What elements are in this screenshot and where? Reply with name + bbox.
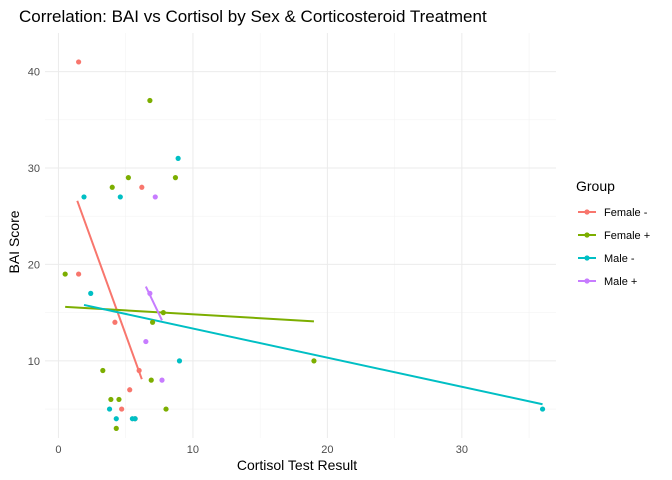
data-point xyxy=(108,396,114,403)
y-axis-tick-labels: 10 20 30 40 xyxy=(28,67,40,368)
data-point xyxy=(149,319,156,325)
legend-key-point xyxy=(584,255,590,261)
data-point xyxy=(88,290,94,296)
legend-title: Group xyxy=(576,178,615,194)
data-point xyxy=(116,396,122,403)
legend: Group Female - Female + Male - Male + xyxy=(576,178,650,288)
legend-label: Female + xyxy=(604,230,650,242)
fit-line xyxy=(83,303,543,406)
x-tick-label: 20 xyxy=(321,444,333,456)
x-axis-tick-labels: 0 10 20 30 xyxy=(55,444,468,456)
data-point xyxy=(62,271,68,277)
x-tick-label: 10 xyxy=(187,444,199,456)
fit-line xyxy=(76,200,143,380)
legend-item: Male + xyxy=(578,276,637,288)
data-point xyxy=(127,387,133,393)
data-point xyxy=(100,367,106,374)
data-point xyxy=(76,271,82,277)
y-tick-label: 30 xyxy=(28,163,40,175)
legend-key-point xyxy=(584,232,590,238)
data-point xyxy=(176,358,183,364)
legend-items: Female - Female + Male - Male + xyxy=(578,207,650,288)
data-point xyxy=(125,175,131,181)
data-point xyxy=(539,406,546,412)
data-point xyxy=(119,406,125,412)
data-point xyxy=(113,425,119,431)
data-points xyxy=(62,59,546,431)
minor-gridlines xyxy=(45,33,556,438)
y-tick-label: 20 xyxy=(28,259,40,271)
y-tick-label: 40 xyxy=(28,67,40,79)
y-tick-label: 10 xyxy=(28,356,40,368)
data-point xyxy=(148,377,154,383)
data-point xyxy=(175,155,181,161)
legend-label: Male + xyxy=(604,276,637,288)
data-point xyxy=(112,319,118,325)
x-axis-title: Cortisol Test Result xyxy=(237,457,357,473)
data-point xyxy=(132,416,138,422)
data-point xyxy=(81,194,87,200)
data-point xyxy=(109,184,115,190)
data-point xyxy=(139,184,145,190)
data-point xyxy=(311,358,317,364)
chart-title: Correlation: BAI vs Cortisol by Sex & Co… xyxy=(19,7,487,26)
data-point xyxy=(136,367,142,374)
x-tick-label: 0 xyxy=(55,444,61,456)
data-point xyxy=(106,406,113,412)
data-point xyxy=(147,290,153,296)
data-point xyxy=(143,338,149,345)
legend-key-point xyxy=(584,278,590,284)
major-gridlines xyxy=(45,33,556,438)
y-axis-title: BAI Score xyxy=(6,210,22,273)
data-point xyxy=(117,194,123,200)
legend-item: Female + xyxy=(578,230,650,242)
legend-item: Female - xyxy=(578,207,648,219)
fit-lines xyxy=(65,200,543,406)
data-point xyxy=(113,416,119,422)
data-point xyxy=(163,406,169,412)
data-point xyxy=(160,310,166,316)
x-tick-label: 30 xyxy=(456,444,468,456)
data-point xyxy=(147,97,153,104)
data-point xyxy=(172,175,179,181)
data-point xyxy=(76,59,82,65)
data-point xyxy=(152,194,158,200)
legend-item: Male - xyxy=(578,253,635,265)
legend-key-point xyxy=(584,209,590,215)
legend-label: Female - xyxy=(604,207,648,219)
data-point xyxy=(159,377,165,383)
legend-label: Male - xyxy=(604,253,635,265)
